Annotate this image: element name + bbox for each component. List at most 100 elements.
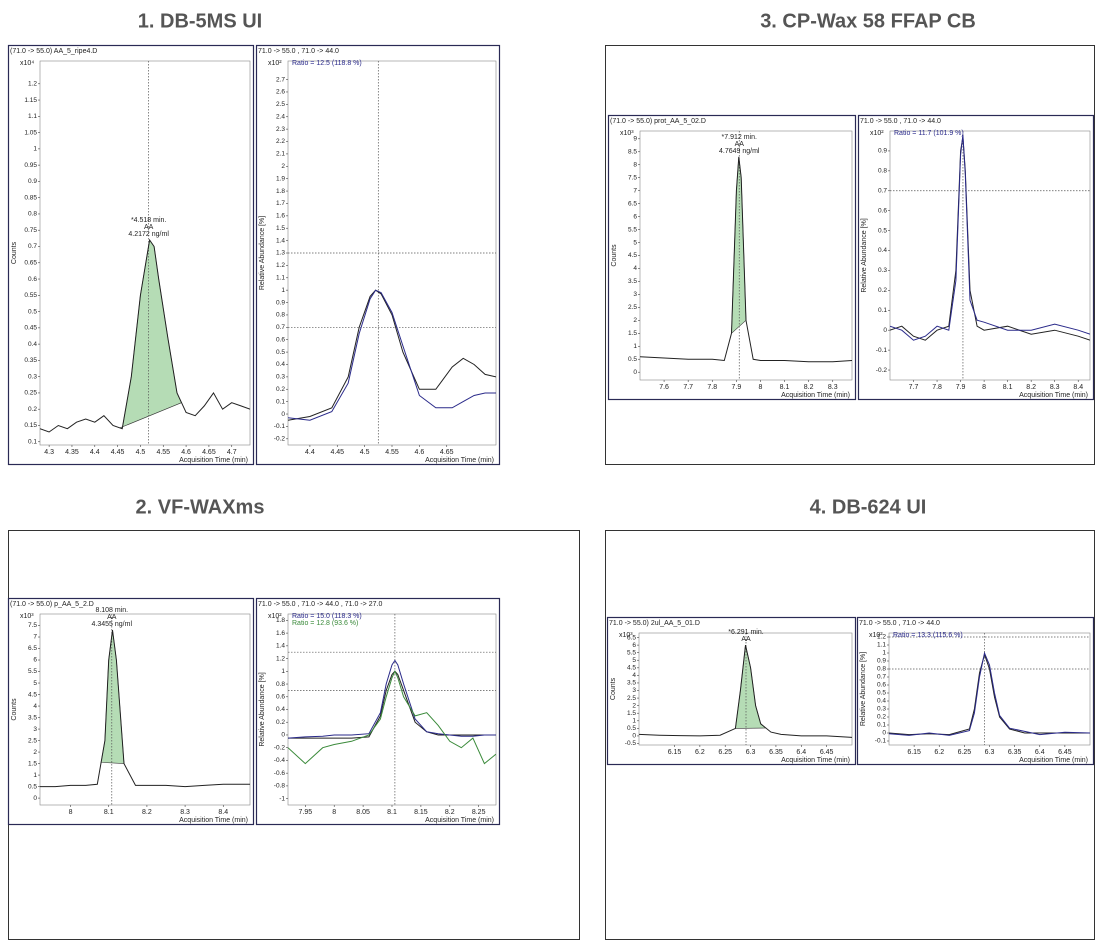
y-tick-label: 0.45 — [24, 325, 37, 332]
data-line — [40, 238, 250, 433]
x-axis-label: Acquisition Time (min) — [179, 817, 248, 824]
y-tick-label: 2.1 — [276, 151, 285, 158]
y-tick-label: 0.3 — [877, 706, 886, 713]
y-tick-label: 1 — [632, 718, 636, 725]
y-tick-label: 0.65 — [24, 259, 37, 266]
y-tick-label: 0.6 — [276, 336, 285, 343]
y-tick-label: 0 — [632, 733, 636, 740]
y-tick-label: 0.7 — [28, 243, 37, 250]
plot-content — [890, 131, 1090, 380]
y-tick-label: 0.5 — [878, 227, 887, 234]
x-tick-label: 4.35 — [65, 449, 79, 456]
y-tick-label: 3 — [33, 726, 37, 733]
chart-header: (71.0 -> 55.0) AA_5_ripe4.D — [10, 48, 97, 55]
y-multiplier: x10³ — [620, 130, 634, 137]
y-axis-label: Relative Abundance [%] — [860, 652, 867, 726]
x-tick-label: 4.45 — [111, 449, 125, 456]
peak-label: AA — [741, 636, 751, 643]
y-tick-label: 0.75 — [24, 227, 37, 234]
y-tick-label: 3 — [632, 687, 636, 694]
y-tick-label: -0.1 — [876, 347, 888, 354]
x-tick-label: 8.4 — [1073, 384, 1083, 391]
y-tick-label: -0.6 — [274, 770, 286, 777]
x-tick-label: 4.4 — [305, 449, 315, 456]
panel-title: 1. DB-5MS UI — [138, 10, 262, 32]
x-tick-label: 8.1 — [1003, 384, 1013, 391]
y-tick-label: 4 — [633, 265, 637, 272]
y-multiplier: x10³ — [20, 613, 34, 620]
y-multiplier: x10² — [869, 632, 883, 639]
peak-label: AA — [107, 614, 117, 621]
peak-label: AA — [144, 224, 154, 231]
plot-content — [288, 61, 496, 445]
x-tick-label: 4.7 — [227, 449, 237, 456]
x-axis-label: Acquisition Time (min) — [1019, 757, 1088, 764]
x-tick-label: 6.4 — [796, 749, 806, 756]
x-tick-label: 7.8 — [932, 384, 942, 391]
y-tick-label: 6 — [633, 213, 637, 220]
y-tick-label: 1.3 — [276, 250, 285, 257]
x-tick-label: 7.9 — [956, 384, 966, 391]
y-tick-label: 0.2 — [877, 714, 886, 721]
x-axis-label: Acquisition Time (min) — [781, 757, 850, 764]
y-tick-label: 0.4 — [276, 706, 285, 713]
x-tick-label: 4.5 — [360, 449, 370, 456]
y-tick-label: 0.4 — [28, 341, 37, 348]
y-tick-label: 7.5 — [628, 174, 637, 181]
data-line — [288, 670, 496, 765]
data-line — [288, 670, 496, 739]
y-tick-label: 6 — [33, 657, 37, 664]
y-tick-label: 0.8 — [878, 168, 887, 175]
x-tick-label: 4.4 — [90, 449, 100, 456]
x-tick-label: 6.45 — [1058, 749, 1072, 756]
x-tick-label: 6.15 — [907, 749, 921, 756]
x-tick-label: 4.6 — [181, 449, 191, 456]
y-tick-label: 1 — [33, 772, 37, 779]
y-tick-label: 0.5 — [28, 783, 37, 790]
y-tick-label: 2 — [632, 702, 636, 709]
x-axis-label: Acquisition Time (min) — [179, 457, 248, 464]
y-tick-label: 2 — [281, 163, 285, 170]
y-tick-label: 0.9 — [878, 148, 887, 155]
y-tick-label: 1.2 — [877, 634, 886, 641]
x-tick-label: 4.45 — [330, 449, 344, 456]
x-axis-label: Acquisition Time (min) — [781, 392, 850, 399]
y-tick-label: 2.4 — [276, 113, 285, 120]
x-tick-label: 8.05 — [356, 809, 370, 816]
y-tick-label: 1.1 — [276, 274, 285, 281]
x-axis-label: Acquisition Time (min) — [1019, 392, 1088, 399]
y-tick-label: 1.1 — [877, 642, 886, 649]
y-tick-label: -0.2 — [876, 367, 888, 374]
y-tick-label: 0.5 — [28, 308, 37, 315]
y-tick-label: -0.4 — [274, 757, 286, 764]
plot-content — [40, 61, 250, 445]
y-tick-label: 1.4 — [276, 237, 285, 244]
y-tick-label: 0.4 — [276, 361, 285, 368]
y-tick-label: 2.5 — [627, 695, 636, 702]
y-tick-label: 0.85 — [24, 194, 37, 201]
chart-frame — [607, 114, 857, 401]
y-tick-label: 0.3 — [28, 373, 37, 380]
x-tick-label: 6.3 — [746, 749, 756, 756]
y-tick-label: 5 — [33, 680, 37, 687]
y-tick-label: 0.3 — [878, 267, 887, 274]
y-tick-label: 0.55 — [24, 292, 37, 299]
panel-title: 2. VF-WAXms — [136, 496, 265, 518]
y-tick-label: 7 — [633, 187, 637, 194]
y-tick-label: 1.8 — [276, 617, 285, 624]
x-tick-label: 6.2 — [695, 749, 705, 756]
y-tick-label: 1.05 — [24, 129, 37, 136]
x-axis-label: Acquisition Time (min) — [425, 457, 494, 464]
x-tick-label: 6.25 — [958, 749, 972, 756]
y-tick-label: 1 — [882, 650, 886, 657]
y-axis-label: Relative Abundance [%] — [259, 672, 266, 746]
x-tick-label: 6.15 — [668, 749, 682, 756]
chart-header: (71.0 -> 55.0) prot_AA_5_02.D — [610, 118, 706, 125]
y-tick-label: 0.7 — [877, 674, 886, 681]
y-tick-label: 1.4 — [276, 643, 285, 650]
y-tick-label: 0.6 — [878, 207, 887, 214]
data-line — [640, 156, 852, 363]
plot-area — [39, 60, 251, 446]
y-tick-label: 6.5 — [28, 645, 37, 652]
y-tick-label: 1.5 — [276, 225, 285, 232]
